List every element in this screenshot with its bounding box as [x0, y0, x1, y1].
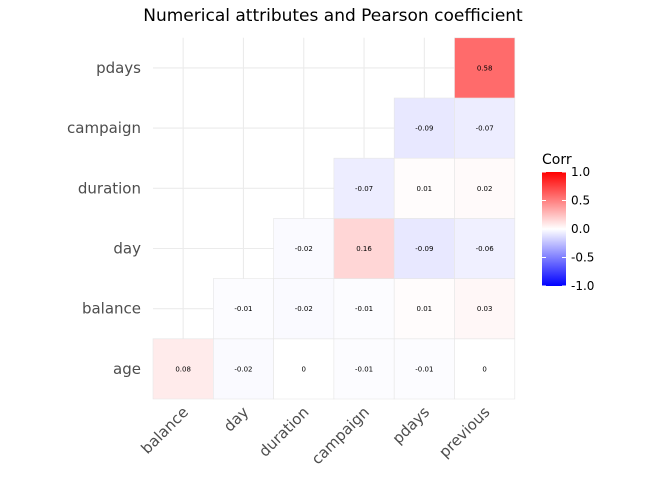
heatmap-cell-balance-previous	[454, 278, 516, 340]
heatmap-cell-duration-previous	[454, 157, 516, 219]
y-tick-day: day	[113, 240, 141, 258]
cell-labels: 0.08 -0.02 0 -0.01 -0.01 0 -0.01 -0.02 -0.01 0.01…	[175, 64, 494, 373]
heatmap-cell-campaign-pdays	[393, 97, 455, 159]
heatmap-cell-day-campaign	[333, 218, 395, 279]
x-tick-campaign: campaign	[308, 403, 373, 468]
legend-ticks: 1.0 0.5 0.0 -0.5 -1.0	[542, 165, 594, 293]
cell-label-balance-pdays: 0.01	[417, 305, 433, 313]
cell-label-duration-campaign: -0.07	[355, 185, 373, 193]
heatmap-cell-balance-duration	[273, 278, 335, 340]
cell-label-day-previous: -0.06	[476, 245, 495, 253]
heatmap-cell-day-previous	[454, 218, 516, 279]
legend-title: Corr	[542, 152, 572, 168]
cell-label-day-campaign: 0.16	[356, 245, 372, 253]
heatmap-cell-day-pdays	[393, 218, 455, 279]
cell-label-duration-pdays: 0.01	[417, 185, 433, 193]
y-tick-age: age	[113, 360, 141, 378]
y-tick-duration: duration	[78, 179, 141, 197]
heatmap-cell-pdays-previous	[454, 37, 516, 99]
heatmap-cell-day-duration	[273, 218, 335, 279]
heatmap-cell-campaign-previous	[454, 97, 516, 159]
heatmap-cell-age-pdays	[393, 338, 455, 400]
heatmap-cells	[152, 37, 516, 400]
cell-label-duration-previous: 0.02	[477, 185, 493, 193]
chart-title: Numerical attributes and Pearson coeffic…	[143, 6, 523, 26]
heatmap-cell-age-previous	[454, 338, 516, 400]
heatmap-cell-age-balance	[152, 338, 214, 400]
x-tick-day: day	[220, 403, 252, 435]
cell-label-campaign-previous: -0.07	[476, 125, 494, 133]
x-tick-duration: duration	[255, 403, 312, 460]
cell-label-age-day: -0.02	[234, 365, 252, 373]
legend-tick-label: -1.0	[571, 279, 594, 293]
y-axis-ticks: age balance day duration campaign pdays	[67, 59, 141, 378]
cell-label-balance-day: -0.01	[234, 305, 252, 313]
cell-label-age-duration: 0	[302, 365, 306, 373]
heatmap-cell-balance-pdays	[393, 278, 455, 340]
legend-tick-label: 1.0	[571, 165, 590, 179]
cell-label-campaign-pdays: -0.09	[415, 125, 433, 133]
heatmap-cell-age-day	[213, 338, 274, 400]
heatmap-cell-balance-day	[213, 278, 274, 340]
y-tick-balance: balance	[82, 300, 141, 318]
cell-label-age-pdays: -0.01	[415, 365, 433, 373]
y-tick-campaign: campaign	[67, 119, 141, 137]
cell-label-age-previous: 0	[482, 365, 486, 373]
cell-label-balance-duration: -0.02	[295, 305, 313, 313]
legend-tick-label: 0.5	[571, 194, 590, 208]
cell-label-day-duration: -0.02	[295, 245, 313, 253]
legend-tick-label: 0.0	[571, 222, 590, 236]
legend: Corr 1.0 0.5 0.0 -0.5 -1.0	[542, 152, 594, 293]
cell-label-age-campaign: -0.01	[355, 365, 373, 373]
cell-label-pdays-previous: 0.58	[477, 64, 493, 72]
cell-label-balance-campaign: -0.01	[355, 305, 373, 313]
cell-label-day-pdays: -0.09	[415, 245, 433, 253]
legend-tick-label: -0.5	[571, 251, 594, 265]
cell-label-balance-previous: 0.03	[477, 305, 493, 313]
cell-label-age-balance: 0.08	[175, 365, 191, 373]
x-tick-balance: balance	[137, 403, 191, 457]
x-tick-pdays: pdays	[389, 403, 434, 448]
x-tick-previous: previous	[435, 403, 493, 461]
heatmap-cell-duration-campaign	[333, 157, 395, 219]
y-tick-pdays: pdays	[96, 59, 141, 77]
heatmap-cell-duration-pdays	[393, 157, 455, 219]
